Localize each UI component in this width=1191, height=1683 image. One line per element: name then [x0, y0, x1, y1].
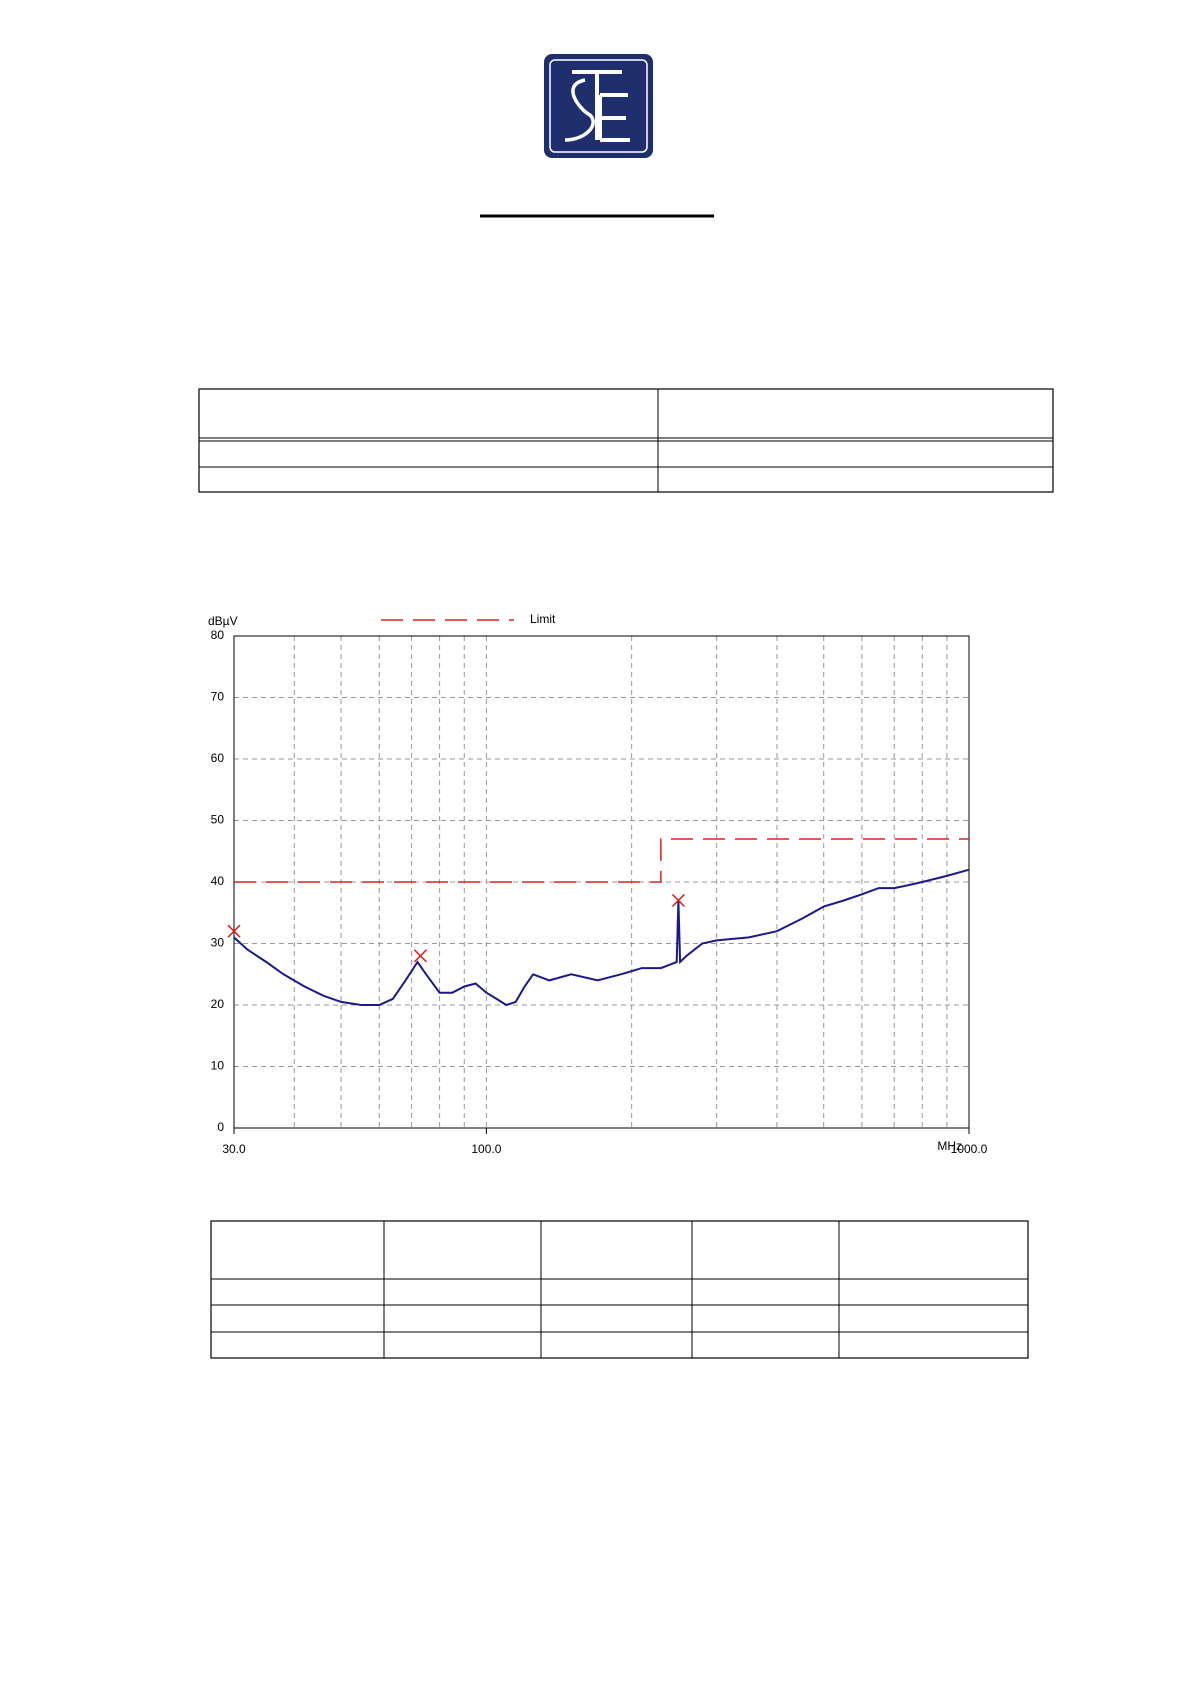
y-tick-label: 50: [211, 813, 225, 827]
y-tick-label: 20: [211, 997, 225, 1011]
x-tick-label: 30.0: [222, 1142, 246, 1156]
trace-line: [233, 868, 970, 1007]
logo: [544, 54, 653, 158]
y-tick-label: 70: [211, 690, 225, 704]
chart: dBµV MHz 0 10 20 30 40 50 60 70 80 30.0 100.0 1000.…: [208, 612, 988, 1156]
y-tick-label: 60: [211, 751, 225, 765]
y-tick-label: 80: [211, 628, 225, 642]
x-tick-label: 100.0: [471, 1142, 501, 1156]
y-tick-label: 0: [217, 1120, 224, 1134]
y-tick-label: 30: [211, 936, 225, 950]
y-tick-label: 10: [211, 1059, 225, 1073]
x-axis-unit: MHz: [937, 1139, 962, 1153]
peak-marker: [671, 893, 685, 907]
results-table: [210, 1220, 1029, 1359]
info-table: [198, 388, 1054, 493]
legend-label: Limit: [530, 612, 556, 626]
y-tick-label: 40: [211, 874, 225, 888]
peak-marker: [413, 949, 427, 963]
limit-line: [234, 838, 969, 883]
peak-marker: [227, 924, 241, 938]
y-axis-unit: dBµV: [208, 614, 238, 628]
x-tick-label: 1000.0: [951, 1142, 988, 1156]
